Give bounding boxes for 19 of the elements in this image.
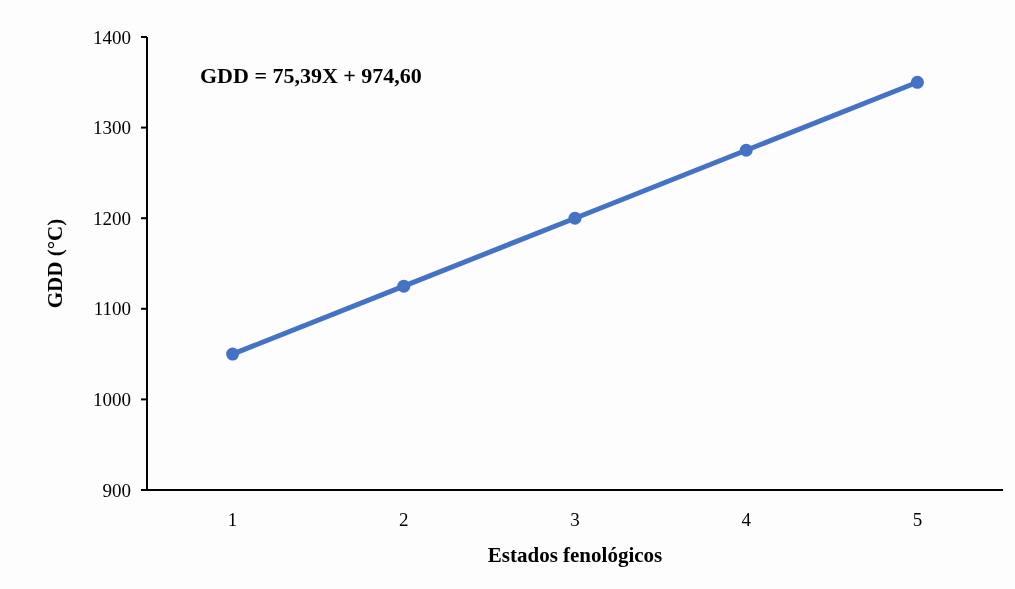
y-tick-label: 1000 <box>93 389 131 411</box>
x-tick-label: 1 <box>227 509 238 530</box>
y-tick-label: 900 <box>102 479 131 501</box>
y-axis-title: GDD (°C) <box>43 218 67 309</box>
annotation: GDD = 75,39X + 974,60 <box>200 63 422 88</box>
x-tick-label: 2 <box>399 509 409 530</box>
y-tick-label: 1100 <box>93 298 131 320</box>
point <box>568 211 582 225</box>
y-tick-label: 1200 <box>93 207 131 229</box>
x-tick-label: 4 <box>741 509 752 530</box>
point <box>226 347 240 361</box>
point <box>910 75 924 89</box>
x-tick-label: 3 <box>570 509 580 530</box>
x-tick-label: 5 <box>912 509 923 530</box>
point <box>739 143 753 157</box>
y-tick-label: 1300 <box>93 117 131 139</box>
x-axis-title: Estados fenológicos <box>487 543 663 567</box>
point <box>397 279 411 293</box>
y-tick-label: 1400 <box>93 26 131 48</box>
